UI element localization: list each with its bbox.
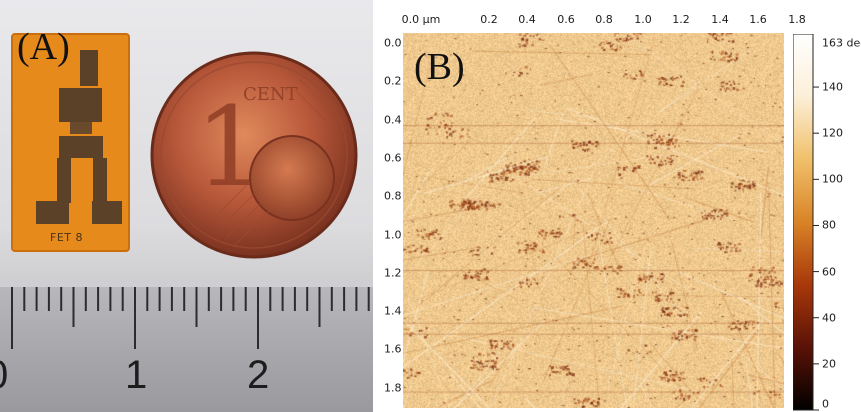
top-axis-tick: 0.8 xyxy=(595,13,613,26)
afm-phase-map xyxy=(403,33,784,408)
top-axis-tick: 0.0 µm xyxy=(401,13,441,26)
photo-panel: 1 CENT (A) FET 8 0 1 2 xyxy=(0,0,373,412)
left-axis-tick: 0.4 xyxy=(384,113,402,127)
colorbar-tick-label: 80 xyxy=(822,218,836,232)
top-axis-tick: 1.2 xyxy=(672,13,690,26)
panel-b-label: (B) xyxy=(414,46,465,88)
top-axis-tick: 1.6 xyxy=(749,13,767,26)
left-axis-tick: 1.2 xyxy=(384,266,402,280)
colorbar-tick-label: 100 xyxy=(822,172,843,186)
top-axis-tick: 0.2 xyxy=(480,13,498,26)
ruler-number-1: 1 xyxy=(125,353,148,397)
ruler-number-2: 2 xyxy=(247,353,270,397)
svg-text:CENT: CENT xyxy=(243,84,298,105)
top-axis-tick: 1.8 xyxy=(788,13,806,26)
left-axis-tick: 1.8 xyxy=(384,381,402,395)
top-axis-tick: 0.6 xyxy=(557,13,575,26)
left-axis-tick: 0.2 xyxy=(384,74,402,88)
colorbar-tick-label: 140 xyxy=(822,80,843,94)
photograph: 1 CENT xyxy=(0,33,373,412)
colorbar-tick-label: 40 xyxy=(822,311,836,325)
top-axis-tick: 0.4 xyxy=(518,13,536,26)
colorbar-tick-label: 20 xyxy=(822,357,836,371)
ruler-number-0: 0 xyxy=(0,355,8,395)
top-axis-tick: 1.4 xyxy=(711,13,729,26)
left-axis-tick: 1.0 xyxy=(384,228,402,241)
top-axis-tick: 1.0 xyxy=(634,13,652,26)
coin: 1 CENT xyxy=(150,51,358,259)
left-axis-tick: 0.0 xyxy=(384,36,402,50)
colorbar-tick-label: 60 xyxy=(822,265,836,279)
left-axis-tick: 1.4 xyxy=(384,304,402,318)
panel-a-label: (A) xyxy=(17,26,70,68)
colorbar xyxy=(793,34,819,411)
colorbar-tick-label: 0 xyxy=(822,397,829,411)
ruler xyxy=(0,282,373,412)
colorbar-max-label: 163 deg xyxy=(822,36,861,50)
left-axis-tick: 0.8 xyxy=(384,189,402,203)
fet-device xyxy=(11,33,130,252)
colorbar-tick-label: 120 xyxy=(822,126,843,140)
left-axis-tick: 0.6 xyxy=(384,151,402,165)
left-axis-tick: 1.6 xyxy=(384,342,402,356)
device-label: FET 8 xyxy=(50,231,83,244)
